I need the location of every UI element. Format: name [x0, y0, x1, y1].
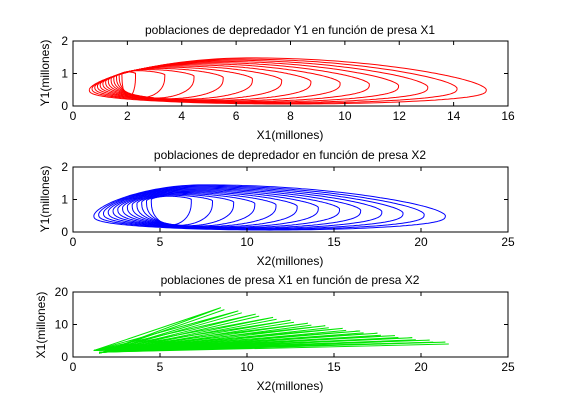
y-tick-label: 1 [61, 67, 68, 81]
x-tick-label: 20 [414, 360, 428, 374]
x-tick-label: 5 [157, 235, 164, 249]
x-tick-label: 20 [414, 235, 428, 249]
fan-line-14 [93, 341, 449, 353]
y-tick-label: 1 [61, 193, 68, 207]
panel-3: poblaciones de presa X1 en función de pr… [34, 273, 515, 393]
panel-2: poblaciones de depredador en función de … [38, 148, 515, 268]
y-tick-label: 0 [61, 99, 68, 113]
y-tick-label: 20 [55, 285, 69, 299]
y-tick-label: 2 [61, 34, 68, 48]
x-tick-label: 2 [124, 109, 131, 123]
panel-2-xlabel: X2(millones) [257, 254, 324, 268]
x-tick-label: 0 [70, 360, 77, 374]
panel-2-ticks: 0 5 10 15 20 25 0 1 2 [61, 160, 515, 249]
x-tick-label: 0 [70, 109, 77, 123]
y-tick-label: 0 [61, 350, 68, 364]
orbit-curve-13 [93, 184, 446, 231]
panel-2-plot-area [93, 184, 446, 231]
x-tick-label: 25 [501, 360, 515, 374]
x-tick-label: 8 [287, 109, 294, 123]
x-tick-label: 5 [157, 360, 164, 374]
x-tick-label: 4 [178, 109, 185, 123]
x-tick-label: 14 [447, 109, 461, 123]
panel-3-xlabel: X2(millones) [257, 379, 324, 393]
panel-1-xlabel: X1(millones) [257, 128, 324, 142]
y-tick-label: 0 [61, 225, 68, 239]
panel-1-title: poblaciones de depredador Y1 en función … [145, 23, 435, 37]
x-tick-label: 6 [233, 109, 240, 123]
x-tick-label: 10 [240, 360, 254, 374]
panel-1: poblaciones de depredador Y1 en función … [38, 23, 515, 142]
x-tick-label: 15 [327, 360, 341, 374]
x-tick-label: 0 [70, 235, 77, 249]
panel-1-plot-area [88, 57, 487, 105]
panel-2-ylabel: Y1(millones) [38, 166, 52, 233]
panel-1-ylabel: Y1(millones) [38, 40, 52, 107]
y-tick-label: 2 [61, 160, 68, 174]
x-tick-label: 10 [240, 235, 254, 249]
panel-2-title: poblaciones de depredador en función de … [154, 148, 427, 162]
x-tick-label: 25 [501, 235, 515, 249]
x-tick-label: 15 [327, 235, 341, 249]
panel-3-ylabel: X1(millones) [34, 292, 48, 359]
x-tick-label: 16 [501, 109, 515, 123]
y-tick-label: 10 [55, 318, 69, 332]
orbit-curve-11 [103, 186, 404, 230]
x-tick-label: 12 [393, 109, 407, 123]
panel-3-plot-area [93, 307, 449, 354]
x-tick-label: 10 [338, 109, 352, 123]
orbit-curve-13 [88, 57, 487, 105]
panel-3-title: poblaciones de presa X1 en función de pr… [161, 273, 420, 287]
panel-3-ticks: 0 5 10 15 20 25 0 10 20 [55, 285, 515, 374]
